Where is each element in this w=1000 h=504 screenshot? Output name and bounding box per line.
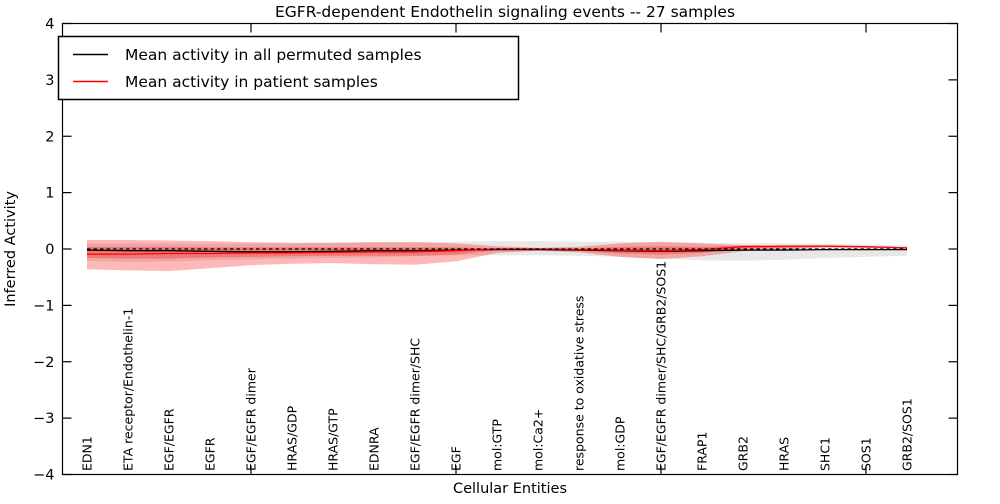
y-tick-label: 1 bbox=[45, 186, 54, 202]
entity-label: mol:GDP bbox=[613, 416, 628, 471]
y-axis-label: Inferred Activity bbox=[3, 191, 19, 307]
entity-label: EGF bbox=[449, 446, 464, 471]
legend: Mean activity in all permuted samples Me… bbox=[57, 35, 520, 101]
entity-label: mol:Ca2+ bbox=[531, 409, 546, 471]
entity-label: EGF/EGFR bbox=[162, 408, 177, 471]
entity-label: mol:GTP bbox=[490, 419, 505, 471]
entity-label: HRAS/GTP bbox=[326, 408, 341, 471]
y-tick-labels: 4 3 2 1 0 −1 −2 −3 −4 bbox=[33, 17, 54, 484]
plot-frame bbox=[61, 22, 959, 476]
plot-lines bbox=[86, 245, 908, 255]
chart-title: EGFR-dependent Endothelin signaling even… bbox=[275, 3, 735, 21]
entity-label: ETA receptor/Endothelin-1 bbox=[121, 308, 136, 471]
entity-label: EGFR bbox=[203, 437, 218, 471]
y-tick-label: 4 bbox=[45, 17, 54, 33]
y-tick-label: −1 bbox=[33, 298, 54, 314]
entity-label: HRAS bbox=[777, 437, 792, 471]
y-tick-label: −3 bbox=[33, 411, 54, 427]
entity-label: GRB2 bbox=[736, 436, 751, 471]
entity-label: HRAS/GDP bbox=[285, 405, 300, 471]
band-patient-range-outer bbox=[87, 240, 907, 271]
legend-box bbox=[57, 35, 520, 101]
entity-label: response to oxidative stress bbox=[572, 296, 587, 471]
y-tick-label: 2 bbox=[45, 129, 54, 145]
y-tick-label: 0 bbox=[45, 242, 54, 258]
y-tick-label: −2 bbox=[33, 355, 54, 371]
band-permuted-range bbox=[87, 241, 907, 262]
entity-labels: EDN1 ETA receptor/Endothelin-1 EGF/EGFR EGF… bbox=[80, 261, 915, 471]
entity-label: EDN1 bbox=[80, 436, 95, 471]
legend-label-patient: Mean activity in patient samples bbox=[125, 73, 378, 91]
entity-label: SOS1 bbox=[859, 437, 874, 471]
entity-label: EGF/EGFR dimer/SHC bbox=[408, 338, 423, 471]
plot-bands bbox=[87, 240, 907, 271]
entity-label: EGF/EGFR dimer/SHC/GRB2/SOS1 bbox=[654, 261, 669, 471]
entity-label: EGF/EGFR dimer bbox=[244, 367, 259, 471]
entity-label: FRAP1 bbox=[695, 432, 710, 471]
y-tick-label: 3 bbox=[45, 73, 54, 89]
x-axis-label: Cellular Entities bbox=[453, 481, 567, 497]
entity-label: EDNRA bbox=[367, 427, 382, 471]
entity-label: GRB2/SOS1 bbox=[900, 398, 915, 471]
legend-label-permuted: Mean activity in all permuted samples bbox=[125, 46, 422, 64]
entity-label: SHC1 bbox=[818, 437, 833, 471]
y-tick-label: −4 bbox=[33, 468, 54, 484]
